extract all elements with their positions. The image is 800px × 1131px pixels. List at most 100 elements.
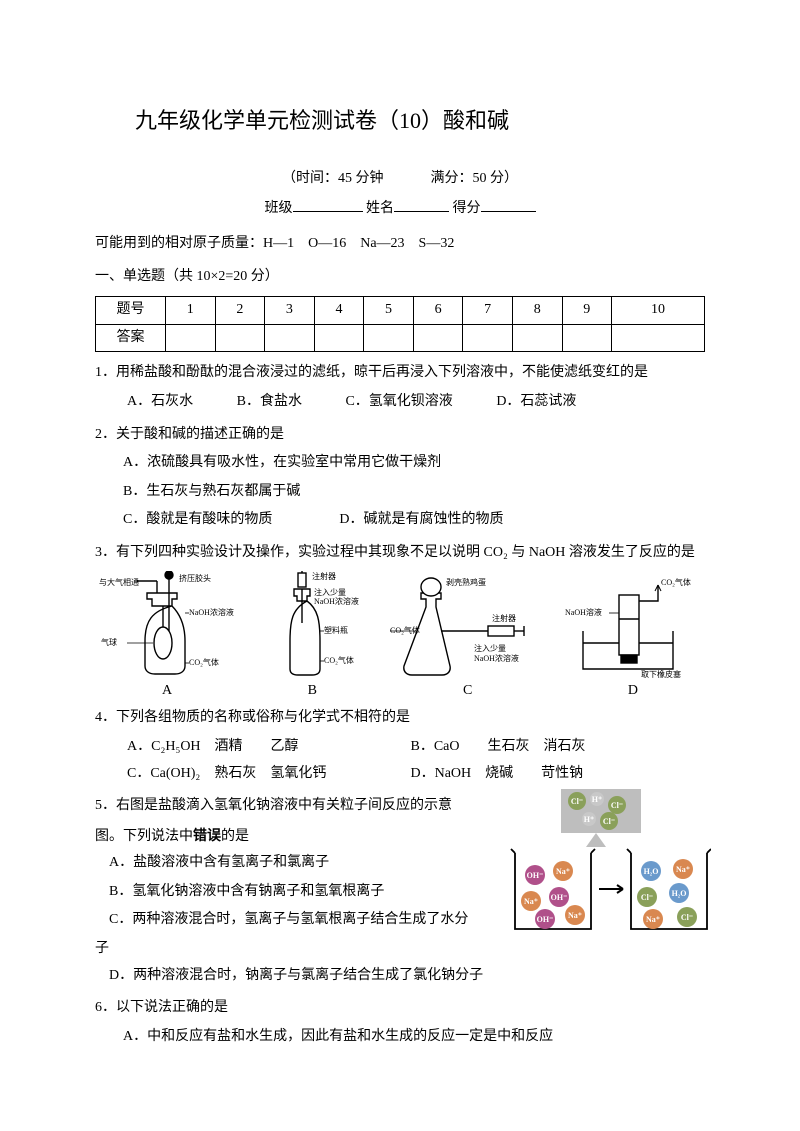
q5-figure: Cl⁻ H⁺ Cl⁻ H⁺ Cl⁻ OH⁻ Na⁺ Na⁺ OH⁻ Na⁺ OH…	[501, 789, 711, 950]
col-num: 3	[265, 297, 315, 325]
figA-l1: 与大气相通	[99, 577, 139, 587]
score-field-label: 得分	[453, 201, 481, 216]
col-num: 8	[512, 297, 562, 325]
svg-text:OH⁻: OH⁻	[527, 871, 544, 880]
svg-text:OH⁻: OH⁻	[551, 893, 568, 902]
svg-text:Na⁺: Na⁺	[646, 915, 660, 924]
svg-text:Cl⁻: Cl⁻	[603, 817, 615, 826]
q4-a: A．C₂H₅OH 酒精 乙醇	[127, 734, 407, 761]
class-label: 班级	[265, 201, 293, 216]
figA-l4: 气球	[101, 637, 117, 647]
svg-text:Cl⁻: Cl⁻	[611, 801, 623, 810]
page-title: 九年级化学单元检测试卷（10）酸和碱	[135, 100, 705, 142]
col-num: 10	[612, 297, 705, 325]
section-1-heading: 一、单选题（共 10×2=20 分）	[95, 264, 705, 291]
answer-cell[interactable]	[512, 324, 562, 352]
svg-text:Na⁺: Na⁺	[568, 911, 582, 920]
svg-text:H₂O: H₂O	[672, 889, 687, 898]
q6-a: A．中和反应有盐和水生成，因此有盐和水生成的反应一定是中和反应	[123, 1024, 705, 1051]
svg-text:Na⁺: Na⁺	[524, 897, 538, 906]
answer-cell[interactable]	[364, 324, 414, 352]
answer-cell[interactable]	[463, 324, 513, 352]
student-blanks: 班级 姓名 得分	[95, 196, 705, 223]
q3-figures: 与大气相通 挤压胶头 NaOH浓溶液 气球 CO₂气体 A 注射器 注入少量	[97, 571, 703, 700]
svg-text:Cl⁻: Cl⁻	[571, 797, 583, 806]
col-num: 4	[314, 297, 364, 325]
q5-c: C．两种溶液混合时，氢离子与氢氧根离子结合生成了水分	[109, 907, 475, 934]
q6-stem: 6．以下说法正确的是	[95, 995, 705, 1022]
figA-l3: NaOH浓溶液	[189, 607, 234, 617]
col-num: 2	[215, 297, 265, 325]
svg-text:Na⁺: Na⁺	[676, 865, 690, 874]
answer-cell[interactable]	[265, 324, 315, 352]
figA-l2: 挤压胶头	[179, 573, 211, 583]
answer-cell[interactable]	[215, 324, 265, 352]
figD-l3: 取下橡皮塞	[641, 669, 681, 679]
figC-l2: 注射器	[492, 613, 516, 623]
figB-l2b: NaOH浓溶液	[314, 596, 359, 606]
q2-a: A．浓硫酸具有吸水性，在实验室中常用它做干燥剂	[123, 450, 705, 477]
col-num: 9	[562, 297, 612, 325]
figD-l1: CO₂气体	[661, 577, 691, 587]
figC-l4a: 注入少量	[474, 643, 506, 653]
q1-d: D．石蕊试液	[496, 389, 576, 416]
q1-options: A．石灰水 B．食盐水 C．氢氧化钡溶液 D．石蕊试液	[127, 389, 705, 416]
table-row: 答案	[96, 324, 705, 352]
svg-text:Cl⁻: Cl⁻	[641, 893, 653, 902]
figA-l5: CO₂气体	[189, 657, 219, 667]
score-blank[interactable]	[481, 198, 536, 212]
figB-l4: CO₂气体	[324, 655, 354, 665]
answer-cell[interactable]	[166, 324, 216, 352]
q5-c2: 子	[95, 936, 475, 963]
answer-cell[interactable]	[612, 324, 705, 352]
q3-label-d: D	[563, 683, 703, 700]
q5-d: D．两种溶液混合时，钠离子与氯离子结合生成了氯化钠分子	[109, 963, 705, 990]
time-label: （时间：45 分钟	[282, 171, 384, 186]
q3-stem: 3．有下列四种实验设计及操作，实验过程中其现象不足以说明 CO₂ 与 NaOH …	[95, 540, 705, 567]
q4-d: D．NaOH 烧碱 苛性钠	[411, 761, 586, 788]
svg-text:H₂O: H₂O	[644, 867, 659, 876]
row-header: 题号	[96, 297, 166, 325]
exam-meta: （时间：45 分钟 满分：50 分）	[95, 166, 705, 193]
q3-fig-b: 注射器 注入少量 NaOH浓溶液 塑料瓶 CO₂气体 B	[252, 571, 372, 700]
row-header: 答案	[96, 324, 166, 352]
q5-b: B．氢氧化钠溶液中含有钠离子和氢氧根离子	[109, 879, 475, 906]
q3-fig-d: CO₂气体 NaOH溶液 取下橡皮塞 D	[563, 571, 703, 700]
svg-text:H⁺: H⁺	[592, 795, 602, 804]
answer-cell[interactable]	[314, 324, 364, 352]
class-blank[interactable]	[293, 198, 363, 212]
answer-cell[interactable]	[562, 324, 612, 352]
svg-text:H⁺: H⁺	[584, 815, 594, 824]
table-row: 题号 1 2 3 4 5 6 7 8 9 10	[96, 297, 705, 325]
q1-b: B．食盐水	[237, 389, 302, 416]
q3-label-b: B	[252, 683, 372, 700]
name-blank[interactable]	[394, 198, 449, 212]
name-label: 姓名	[366, 201, 394, 216]
q5-stem2: 图。下列说法中错误的是	[95, 822, 475, 851]
col-num: 7	[463, 297, 513, 325]
q5-a: A．盐酸溶液中含有氢离子和氯离子	[109, 850, 475, 877]
answer-cell[interactable]	[413, 324, 463, 352]
svg-text:Cl⁻: Cl⁻	[681, 913, 693, 922]
q1-a: A．石灰水	[127, 389, 193, 416]
q2-d: D．碱就是有腐蚀性的物质	[339, 512, 503, 527]
col-num: 6	[413, 297, 463, 325]
q1-stem: 1．用稀盐酸和酚酞的混合液浸过的滤纸，晾干后再浸入下列溶液中，不能使滤纸变红的是	[95, 360, 705, 387]
svg-text:Na⁺: Na⁺	[556, 867, 570, 876]
figC-l1: 剥壳熟鸡蛋	[446, 577, 486, 587]
q2-stem: 2．关于酸和碱的描述正确的是	[95, 422, 705, 449]
q4-b: B．CaO 生石灰 消石灰	[411, 734, 586, 761]
col-num: 1	[166, 297, 216, 325]
q4-stem: 4．下列各组物质的名称或俗称与化学式不相符的是	[95, 705, 705, 732]
score-label: 满分：50 分）	[431, 171, 519, 186]
figB-l1: 注射器	[312, 571, 336, 581]
q2-row-cd: C．酸就是有酸味的物质 D．碱就是有腐蚀性的物质	[123, 507, 705, 534]
q3-fig-a: 与大气相通 挤压胶头 NaOH浓溶液 气球 CO₂气体 A	[97, 571, 237, 700]
q4-options: A．C₂H₅OH 酒精 乙醇 C．Ca(OH)₂ 熟石灰 氢氧化钙 B．CaO …	[127, 734, 705, 787]
q3-label-c: C	[388, 683, 548, 700]
q5-stem1: 5．右图是盐酸滴入氢氧化钠溶液中有关粒子间反应的示意	[95, 793, 475, 820]
answer-table: 题号 1 2 3 4 5 6 7 8 9 10 答案	[95, 296, 705, 352]
q2-c: C．酸就是有酸味的物质	[123, 512, 272, 527]
col-num: 5	[364, 297, 414, 325]
figC-l3: CO₂气体	[390, 625, 420, 635]
